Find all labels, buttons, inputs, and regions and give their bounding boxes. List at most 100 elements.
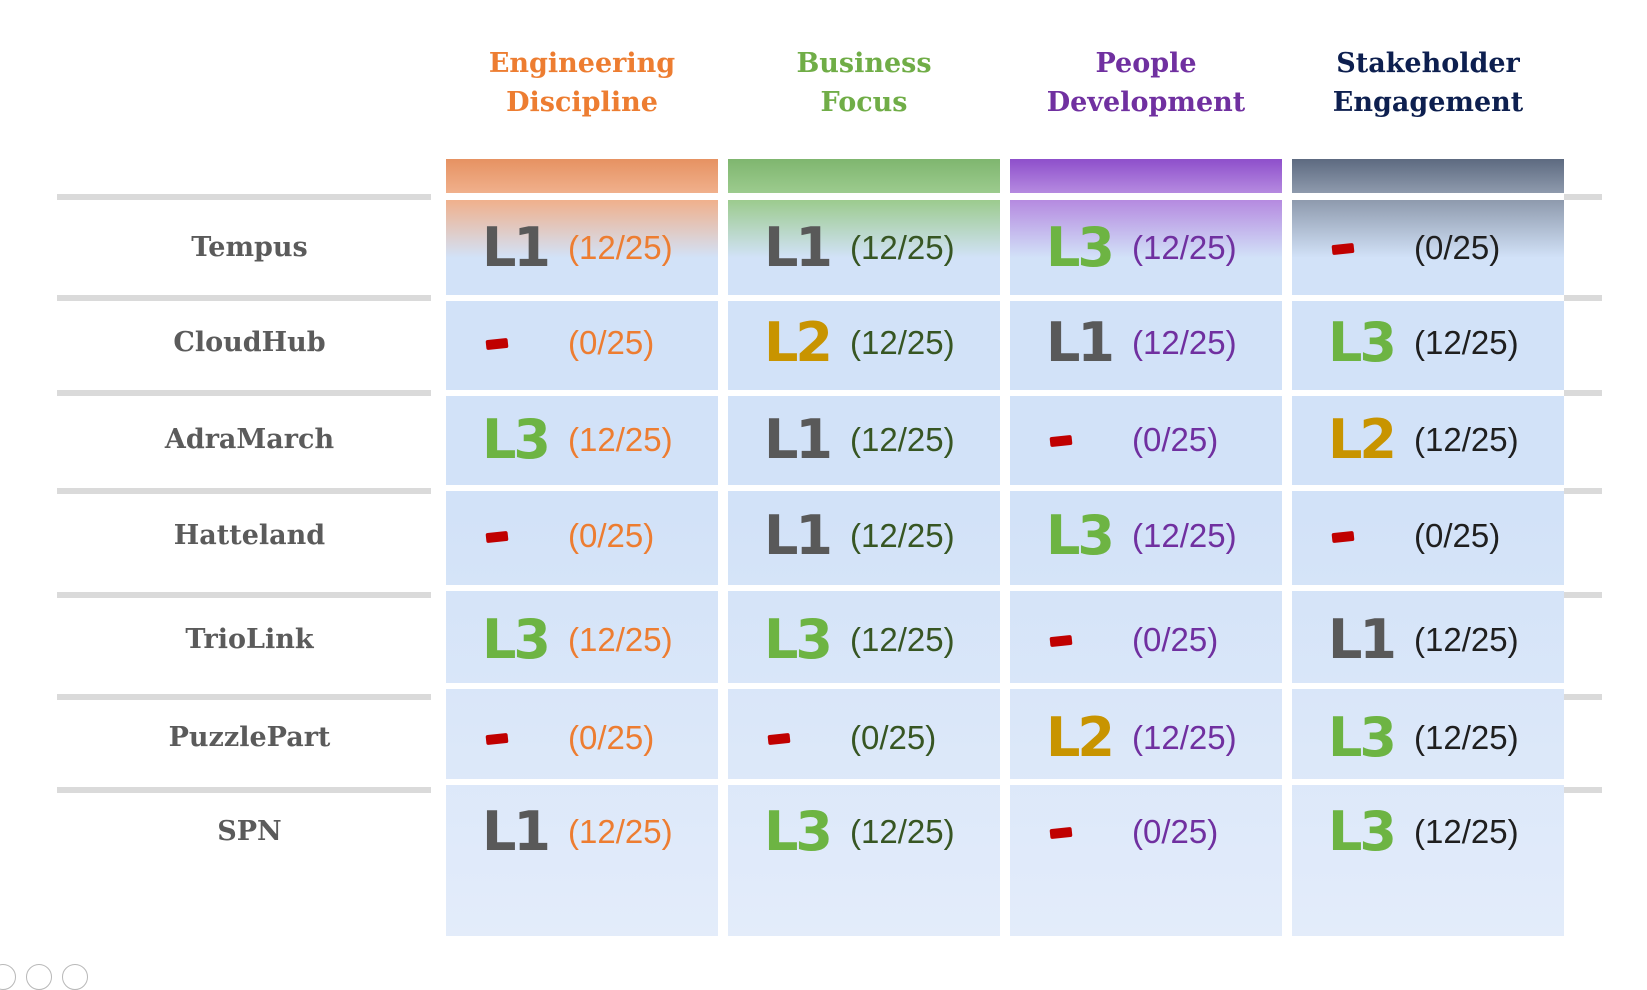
level-badge: L1 <box>764 408 833 471</box>
row-label-adramarch: AdraMarch <box>164 424 335 455</box>
row-label-tempus: Tempus <box>191 232 308 263</box>
column-title-line: Stakeholder <box>1336 48 1520 79</box>
cell-puzzlepart-business: (0/25) <box>728 703 1000 773</box>
no-level-dash <box>1331 242 1355 256</box>
row-separator-right <box>1564 390 1602 396</box>
score-value: (0/25) <box>1132 621 1219 658</box>
cell-spn-business: L3 (12/25) <box>728 797 1000 867</box>
cell-cloudhub-engineering: (0/25) <box>446 308 718 378</box>
column-header-people: People Development <box>1010 44 1282 122</box>
column-bar-stakeholder <box>1292 159 1564 193</box>
level-badge: L3 <box>764 608 833 671</box>
column-fill-stakeholder <box>1292 200 1564 936</box>
cell-triolink-engineering: L3 (12/25) <box>446 605 718 675</box>
cell-hatteland-engineering: (0/25) <box>446 501 718 571</box>
score-value: (0/25) <box>568 324 655 361</box>
column-bar-engineering <box>446 159 718 193</box>
column-title-line: Engagement <box>1332 87 1524 118</box>
level-badge: L2 <box>1046 706 1115 769</box>
cell-cloudhub-business: L2 (12/25) <box>728 308 1000 378</box>
score-value: (12/25) <box>568 813 673 850</box>
no-level-dash <box>1049 826 1073 840</box>
row-label-puzzlepart: PuzzlePart <box>168 722 331 753</box>
cell-hatteland-people: L3 (12/25) <box>1010 501 1282 571</box>
column-bar-business <box>728 159 1000 193</box>
options-icon[interactable] <box>62 964 88 990</box>
score-value: (12/25) <box>568 229 673 266</box>
row-separator <box>57 694 431 700</box>
level-badge: L1 <box>764 504 833 567</box>
cell-triolink-people: (0/25) <box>1010 605 1282 675</box>
no-level-dash <box>485 337 509 351</box>
score-value: (12/25) <box>1414 621 1519 658</box>
level-badge: L2 <box>1328 408 1397 471</box>
score-value: (12/25) <box>568 421 673 458</box>
row-label-triolink: TrioLink <box>185 624 314 655</box>
cell-puzzlepart-people: L2 (12/25) <box>1010 703 1282 773</box>
column-header-stakeholder: Stakeholder Engagement <box>1292 44 1564 122</box>
cell-tempus-business: L1 (12/25) <box>728 213 1000 283</box>
score-value: (12/25) <box>850 517 955 554</box>
row-separator-right <box>1564 488 1602 494</box>
row-gap <box>440 585 1612 591</box>
column-title-line: Development <box>1046 87 1246 118</box>
column-bar-people <box>1010 159 1282 193</box>
level-badge: L1 <box>1328 608 1397 671</box>
slide-icon[interactable] <box>0 964 16 990</box>
level-badge: L1 <box>764 216 833 279</box>
score-value: (12/25) <box>1414 813 1519 850</box>
column-title-line: Focus <box>820 87 908 118</box>
column-fill-people <box>1010 200 1282 936</box>
row-label-hatteland: Hatteland <box>173 520 326 551</box>
score-value: (0/25) <box>1414 229 1501 266</box>
zoom-icon[interactable] <box>26 964 52 990</box>
level-badge: L3 <box>1046 504 1115 567</box>
no-level-dash <box>1049 434 1073 448</box>
row-separator-right <box>1564 295 1602 301</box>
score-value: (12/25) <box>568 621 673 658</box>
score-value: (12/25) <box>1414 719 1519 756</box>
row-gap <box>440 485 1612 491</box>
cell-puzzlepart-stakeholder: L3 (12/25) <box>1292 703 1564 773</box>
row-separator <box>57 295 431 301</box>
cell-cloudhub-stakeholder: L3 (12/25) <box>1292 308 1564 378</box>
row-separator-right <box>1564 194 1602 200</box>
column-title-line: Business <box>796 48 932 79</box>
level-badge: L2 <box>764 311 833 374</box>
cell-adramarch-stakeholder: L2 (12/25) <box>1292 405 1564 475</box>
score-value: (12/25) <box>1132 229 1237 266</box>
level-badge: L3 <box>482 408 551 471</box>
row-gap <box>440 683 1612 689</box>
score-value: (12/25) <box>1414 324 1519 361</box>
column-header-engineering: Engineering Discipline <box>446 44 718 122</box>
row-separator <box>57 488 431 494</box>
row-label-spn: SPN <box>217 816 282 847</box>
column-fill-engineering <box>446 200 718 936</box>
row-separator <box>57 592 431 598</box>
level-badge: L3 <box>1328 800 1397 863</box>
score-value: (12/25) <box>1132 517 1237 554</box>
cell-tempus-engineering: L1 (12/25) <box>446 213 718 283</box>
row-separator <box>57 390 431 396</box>
cell-spn-stakeholder: L3 (12/25) <box>1292 797 1564 867</box>
level-badge: L1 <box>1046 311 1115 374</box>
column-title-line: People <box>1095 48 1197 79</box>
score-value: (12/25) <box>1132 324 1237 361</box>
score-value: (12/25) <box>850 229 955 266</box>
level-badge: L3 <box>1046 216 1115 279</box>
score-value: (12/25) <box>850 421 955 458</box>
score-value: (12/25) <box>850 324 955 361</box>
column-title-line: Engineering <box>488 48 676 79</box>
cell-hatteland-stakeholder: (0/25) <box>1292 501 1564 571</box>
row-gap <box>440 295 1612 301</box>
cell-puzzlepart-engineering: (0/25) <box>446 703 718 773</box>
no-level-dash <box>485 732 509 746</box>
level-badge: L3 <box>1328 706 1397 769</box>
score-value: (0/25) <box>568 517 655 554</box>
no-level-dash <box>1331 530 1355 544</box>
score-value: (0/25) <box>1132 813 1219 850</box>
cell-adramarch-people: (0/25) <box>1010 405 1282 475</box>
row-separator-right <box>1564 592 1602 598</box>
no-level-dash <box>1049 634 1073 648</box>
